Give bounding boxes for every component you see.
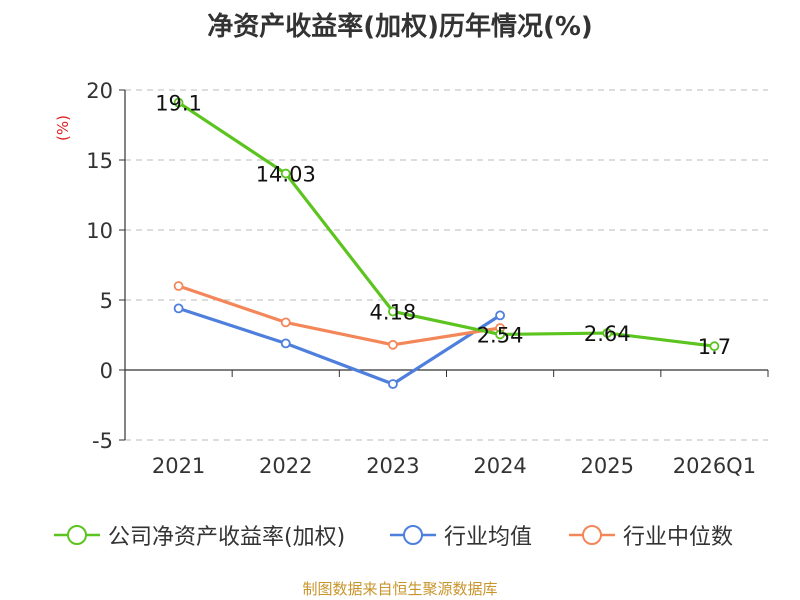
x-tick-label: 2026Q1 (673, 454, 756, 478)
data-label: 2.64 (584, 322, 631, 346)
series-point (709, 341, 720, 352)
y-tick-label: 5 (100, 289, 113, 313)
x-tick-label: 2022 (259, 454, 312, 478)
x-tick-label: 2021 (152, 454, 205, 478)
series-point (388, 339, 398, 350)
data-label: 14.03 (256, 163, 316, 187)
series-point (602, 328, 613, 338)
legend-item[interactable]: 行业均值 (388, 518, 532, 552)
data-label: 1.7 (698, 335, 731, 359)
series-point (173, 281, 184, 291)
legend-item[interactable]: 行业中位数 (567, 518, 733, 552)
data-labels: 19.1 14.03 4.18 2.54 2.64 1.7 (155, 92, 731, 360)
series-line (178, 306, 501, 386)
series-point (495, 310, 505, 321)
y-tick-label: 20 (86, 79, 113, 103)
series-point (280, 317, 291, 328)
series-point (280, 338, 291, 349)
legend-marker-icon (54, 525, 100, 545)
x-tick-label: 2024 (473, 454, 526, 478)
series-point (495, 329, 505, 340)
legend-marker-icon (569, 525, 615, 545)
series-point (388, 379, 398, 389)
data-label: 19.1 (155, 92, 202, 116)
series-line (177, 101, 715, 348)
y-tick-label: 15 (86, 149, 113, 173)
data-label: 4.18 (370, 300, 417, 324)
series-point (173, 303, 184, 314)
legend-label: 行业中位数 (623, 525, 734, 550)
series-line (178, 284, 501, 347)
legend-label: 公司净资产收益率(加权) (108, 525, 346, 550)
series-point (388, 306, 398, 317)
source-note: 制图数据来自恒生聚源数据库 (302, 580, 498, 598)
series-point (280, 168, 291, 179)
legend-label: 行业均值 (444, 525, 533, 550)
y-tick-label: 0 (100, 359, 113, 383)
series-group (173, 97, 720, 389)
x-tick-label: 2023 (366, 454, 419, 478)
chart-title: 净资产收益率(加权)历年情况(%) (207, 12, 593, 42)
legend: 公司净资产收益率(加权) 行业均值 行业中位数 (0, 518, 800, 552)
data-label: 2.54 (477, 323, 524, 347)
y-tick-label: -5 (92, 429, 113, 453)
y-tick-label: 10 (86, 219, 113, 243)
x-tick-label: 2025 (581, 454, 634, 478)
legend-marker-icon (390, 525, 436, 545)
gridlines (125, 89, 768, 441)
y-axis-label: (%) (54, 115, 72, 141)
axes: -5 0 5 10 15 20 2021 2022 2023 2024 2025 2026Q1 (%) (54, 79, 769, 478)
legend-item[interactable]: 公司净资产收益率(加权) (52, 518, 345, 552)
series-point (173, 97, 184, 108)
